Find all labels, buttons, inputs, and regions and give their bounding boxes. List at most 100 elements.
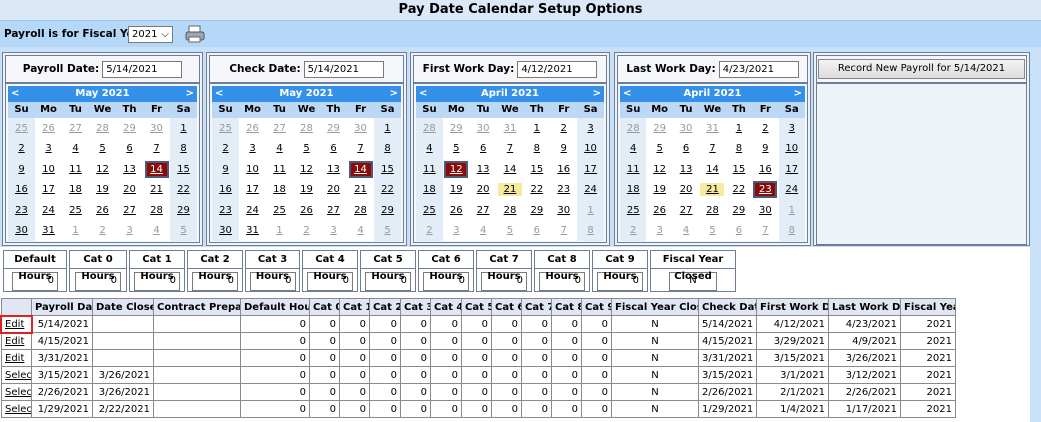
day[interactable]: 4 bbox=[357, 225, 364, 237]
record-button[interactable]: Record New Payroll for 5/14/2021 bbox=[818, 59, 1025, 79]
day[interactable]: 16 bbox=[219, 184, 232, 196]
day[interactable]: 29 bbox=[653, 122, 666, 134]
day[interactable]: 5 bbox=[180, 225, 187, 237]
date-input[interactable]: 5/14/2021 bbox=[102, 60, 183, 78]
row-action[interactable]: Edit bbox=[5, 318, 25, 330]
fiscal-year-select[interactable]: 2021 ⌵ bbox=[128, 26, 173, 43]
day[interactable]: 20 bbox=[679, 184, 693, 196]
date-input[interactable]: 5/14/2021 bbox=[303, 60, 384, 78]
day[interactable]: 21 bbox=[497, 183, 522, 197]
day[interactable]: 17 bbox=[785, 163, 799, 175]
day[interactable]: 2 bbox=[560, 122, 567, 134]
day[interactable]: 1 bbox=[72, 225, 79, 237]
day[interactable]: 6 bbox=[479, 143, 487, 155]
print-icon[interactable] bbox=[184, 24, 206, 44]
day[interactable]: 11 bbox=[423, 163, 436, 175]
day[interactable]: 8 bbox=[180, 143, 187, 155]
day[interactable]: 20 bbox=[327, 184, 340, 196]
day[interactable]: 21 bbox=[150, 184, 163, 196]
day[interactable]: 12 bbox=[96, 163, 109, 175]
selected-day[interactable]: 12 bbox=[444, 160, 469, 178]
prev-month[interactable]: < bbox=[215, 88, 224, 99]
day[interactable]: 3 bbox=[656, 225, 663, 237]
day[interactable]: 29 bbox=[449, 122, 463, 134]
day[interactable]: 8 bbox=[384, 143, 391, 155]
day[interactable]: 22 bbox=[381, 184, 394, 196]
day[interactable]: 28 bbox=[150, 204, 163, 216]
selected-day[interactable]: 23 bbox=[753, 181, 778, 199]
day[interactable]: 7 bbox=[506, 143, 514, 155]
day[interactable]: 22 bbox=[177, 184, 190, 196]
day[interactable]: 30 bbox=[150, 122, 163, 134]
hours-input[interactable]: 0 bbox=[75, 272, 121, 291]
day[interactable]: 1 bbox=[384, 122, 391, 134]
day[interactable]: 3 bbox=[249, 143, 256, 155]
day[interactable]: 9 bbox=[560, 143, 567, 155]
day[interactable]: 15 bbox=[177, 163, 190, 175]
day[interactable]: 29 bbox=[123, 122, 136, 134]
next-month[interactable]: > bbox=[793, 88, 802, 99]
day[interactable]: 29 bbox=[381, 204, 394, 216]
day[interactable]: 20 bbox=[123, 184, 136, 196]
day[interactable]: 25 bbox=[219, 122, 232, 134]
day[interactable]: 26 bbox=[246, 122, 259, 134]
day[interactable]: 24 bbox=[785, 184, 799, 196]
day[interactable]: 13 bbox=[679, 163, 693, 175]
day[interactable]: 3 bbox=[788, 122, 795, 134]
day[interactable]: 6 bbox=[682, 143, 690, 155]
day[interactable]: 3 bbox=[453, 225, 460, 237]
selected-day[interactable]: 14 bbox=[144, 160, 169, 178]
day[interactable]: 24 bbox=[42, 204, 55, 216]
day[interactable]: 27 bbox=[69, 122, 82, 134]
day[interactable]: 12 bbox=[300, 163, 313, 175]
day[interactable]: 21 bbox=[700, 183, 725, 197]
day[interactable]: 13 bbox=[123, 163, 136, 175]
next-month[interactable]: > bbox=[389, 88, 398, 99]
day[interactable]: 4 bbox=[682, 225, 690, 237]
day[interactable]: 29 bbox=[732, 204, 746, 216]
day[interactable]: 13 bbox=[327, 163, 340, 175]
day[interactable]: 5 bbox=[303, 143, 310, 155]
day[interactable]: 13 bbox=[476, 163, 490, 175]
day[interactable]: 23 bbox=[15, 204, 28, 216]
day[interactable]: 18 bbox=[423, 184, 436, 196]
day[interactable]: 11 bbox=[626, 163, 640, 175]
day[interactable]: 3 bbox=[45, 143, 52, 155]
day[interactable]: 28 bbox=[706, 204, 719, 216]
row-action[interactable]: Select bbox=[5, 386, 32, 398]
day[interactable]: 1 bbox=[788, 204, 795, 216]
hours-input[interactable]: N bbox=[669, 272, 717, 291]
day[interactable]: 28 bbox=[354, 204, 367, 216]
hours-input[interactable]: 0 bbox=[134, 272, 180, 291]
day[interactable]: 25 bbox=[273, 204, 286, 216]
day[interactable]: 7 bbox=[709, 143, 716, 155]
selected-day[interactable]: 14 bbox=[348, 160, 373, 178]
day[interactable]: 28 bbox=[626, 122, 640, 134]
day[interactable]: 19 bbox=[653, 184, 666, 196]
day[interactable]: 25 bbox=[69, 204, 82, 216]
day[interactable]: 15 bbox=[381, 163, 394, 175]
row-action[interactable]: Select bbox=[5, 403, 32, 415]
hours-input[interactable]: 0 bbox=[365, 272, 411, 291]
day[interactable]: 10 bbox=[42, 163, 55, 175]
day[interactable]: 4 bbox=[426, 143, 433, 155]
day[interactable]: 25 bbox=[626, 204, 640, 216]
next-month[interactable]: > bbox=[592, 88, 601, 99]
day[interactable]: 12 bbox=[653, 163, 666, 175]
prev-month[interactable]: < bbox=[623, 88, 632, 99]
day[interactable]: 2 bbox=[762, 122, 769, 134]
day[interactable]: 31 bbox=[503, 122, 517, 134]
day[interactable]: 14 bbox=[503, 163, 517, 175]
day[interactable]: 7 bbox=[560, 225, 567, 237]
day[interactable]: 19 bbox=[300, 184, 313, 196]
day[interactable]: 14 bbox=[706, 163, 719, 175]
day[interactable]: 1 bbox=[276, 225, 283, 237]
day[interactable]: 17 bbox=[584, 163, 597, 175]
day[interactable]: 19 bbox=[449, 184, 463, 196]
day[interactable]: 24 bbox=[584, 184, 597, 196]
day[interactable]: 30 bbox=[557, 204, 571, 216]
day[interactable]: 7 bbox=[153, 143, 160, 155]
date-input[interactable]: 4/23/2021 bbox=[718, 60, 799, 78]
day[interactable]: 15 bbox=[732, 163, 746, 175]
day[interactable]: 26 bbox=[653, 204, 666, 216]
